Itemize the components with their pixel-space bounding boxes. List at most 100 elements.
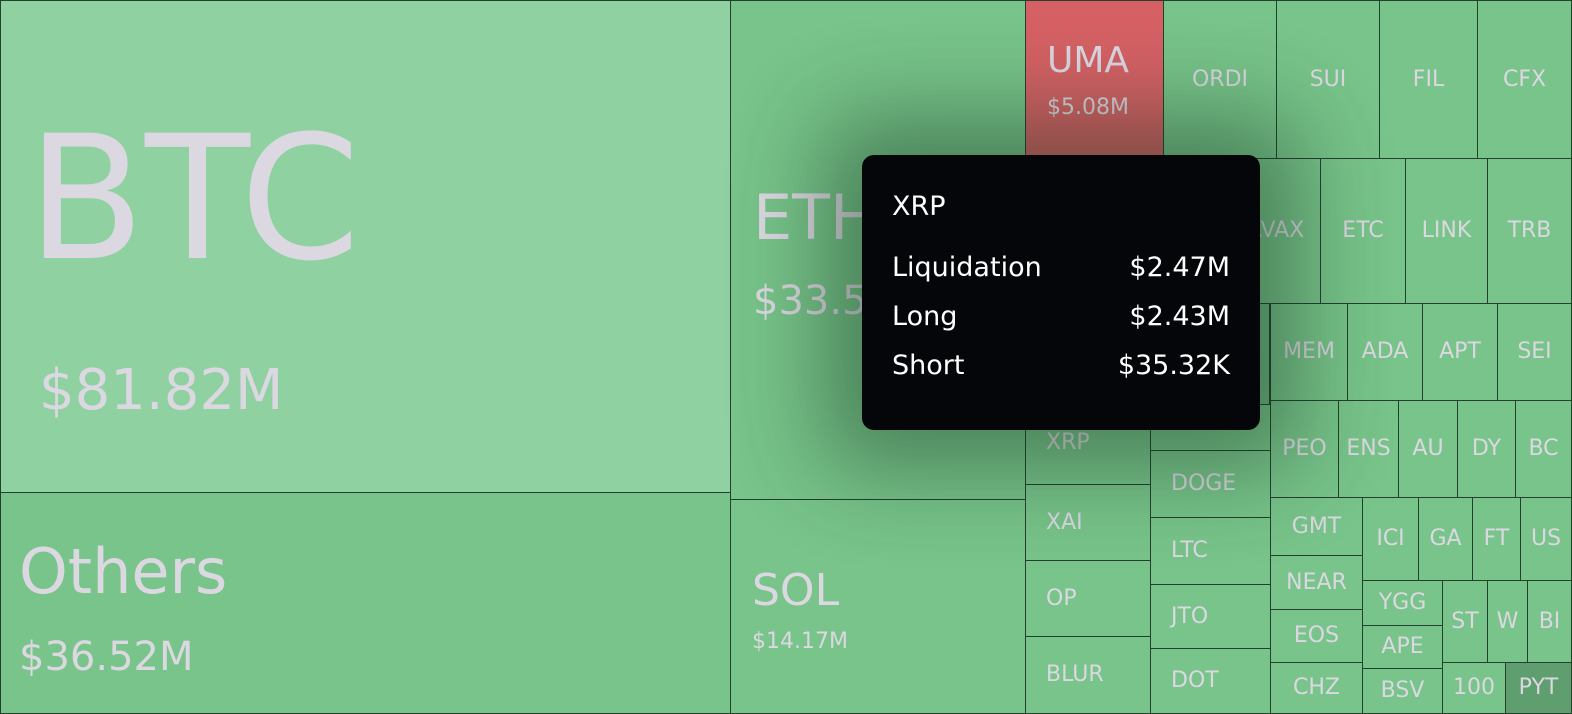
tile-label: LINK <box>1421 218 1472 243</box>
tile[interactable]: DOT <box>1150 648 1271 714</box>
tile[interactable]: BC <box>1515 400 1572 498</box>
tooltip-title: XRP <box>892 191 946 222</box>
tile-label: CFX <box>1502 66 1547 92</box>
tooltip-value: $2.47M <box>1129 252 1230 283</box>
tile-label: SUI <box>1309 66 1347 92</box>
tile-label: BC <box>1528 436 1559 461</box>
tile[interactable]: UMA $5.08M <box>1025 0 1164 156</box>
tile-label: BLUR <box>1046 662 1104 687</box>
tile-label: AU <box>1412 436 1444 461</box>
tile-value: $33.5 <box>753 278 868 324</box>
tile-label: SOL <box>752 565 840 616</box>
tile[interactable]: AU <box>1398 400 1458 498</box>
tooltip-label: Long <box>892 301 958 332</box>
tile-label: ORDI <box>1191 66 1249 92</box>
tile-label: EOS <box>1293 623 1340 648</box>
tile[interactable]: XAI <box>1025 484 1151 561</box>
tile-label: BTC <box>27 98 361 299</box>
tile-label: PEO <box>1282 436 1327 461</box>
tooltip-row: Liquidation $2.47M <box>892 252 1230 301</box>
tile[interactable]: JTO <box>1150 584 1271 649</box>
tile[interactable]: US <box>1520 497 1572 581</box>
tile-label: DY <box>1471 436 1502 461</box>
tile[interactable]: CFX <box>1477 0 1572 159</box>
tile[interactable]: BSV <box>1362 668 1443 714</box>
tile-label: GMT <box>1291 513 1342 539</box>
tile-label: NEAR <box>1286 569 1347 595</box>
tile-label: DOGE <box>1171 471 1237 496</box>
tile-label: BI <box>1538 608 1561 634</box>
tooltip-label: Short <box>892 350 965 381</box>
tile-label: UMA <box>1047 40 1130 81</box>
tile[interactable]: PYT <box>1505 662 1572 714</box>
tile[interactable]: SEI <box>1497 303 1572 401</box>
tile[interactable]: TRB <box>1487 158 1572 304</box>
tile[interactable]: GA <box>1418 497 1473 581</box>
tile[interactable]: ADA <box>1347 303 1423 401</box>
tile[interactable]: OP <box>1025 560 1151 637</box>
tile-label: XAI <box>1046 509 1083 535</box>
tile-label: APT <box>1439 339 1481 364</box>
tile-label: ADA <box>1361 339 1409 364</box>
tooltip-row: Short $35.32K <box>892 350 1230 399</box>
tile-label: PYT <box>1518 675 1559 700</box>
tile[interactable]: Others $36.52M <box>0 492 731 714</box>
tile-label: DOT <box>1171 668 1219 693</box>
tile-label: 100 <box>1453 675 1495 700</box>
tile-label: TRB <box>1507 218 1552 243</box>
tile[interactable]: BI <box>1527 580 1572 663</box>
tile[interactable]: ORDI <box>1163 0 1277 159</box>
tile-label: MEM <box>1283 339 1335 364</box>
tile[interactable]: CHZ <box>1270 662 1363 714</box>
tile[interactable]: LTC <box>1150 517 1271 585</box>
tile-value: $36.52M <box>19 634 194 680</box>
tile[interactable]: ENS <box>1338 400 1399 498</box>
tile-label: GA <box>1429 526 1462 551</box>
tile[interactable]: PEO <box>1270 400 1339 498</box>
tile-value: $81.82M <box>39 358 284 423</box>
tile[interactable]: DY <box>1457 400 1516 498</box>
tile[interactable]: MEM <box>1270 303 1348 401</box>
tile-label: W <box>1496 608 1519 634</box>
tile[interactable]: GMT <box>1270 497 1363 556</box>
tile-label: BSV <box>1380 678 1425 703</box>
tile[interactable]: NEAR <box>1270 555 1363 610</box>
tile[interactable]: DOGE <box>1150 450 1271 518</box>
tooltip: XRP Liquidation $2.47M Long $2.43M Short $35.… <box>862 155 1260 430</box>
tile-label: ST <box>1451 608 1479 634</box>
tile-label: Others <box>19 535 228 608</box>
tooltip-row: Long $2.43M <box>892 301 1230 350</box>
tile-label: APE <box>1381 634 1424 659</box>
tile-label: FT <box>1483 526 1510 551</box>
tile-label: ICI <box>1376 526 1405 551</box>
tile-label: YGG <box>1378 590 1427 615</box>
tile-label: LTC <box>1171 538 1208 563</box>
tile[interactable]: FIL <box>1379 0 1478 159</box>
tile[interactable]: ETC <box>1320 158 1406 304</box>
tile[interactable]: SOL $14.17M <box>730 499 1026 714</box>
tile[interactable]: ST <box>1442 580 1488 663</box>
tile[interactable]: FT <box>1472 497 1521 581</box>
tile-label: OP <box>1046 585 1077 611</box>
tile[interactable]: BTC $81.82M <box>0 0 731 493</box>
tile-label: XRP <box>1046 429 1090 455</box>
tile[interactable]: 100 <box>1442 662 1506 714</box>
tile[interactable]: BLUR <box>1025 636 1151 714</box>
tile-label: FIL <box>1412 66 1445 92</box>
tile[interactable]: LINK <box>1405 158 1488 304</box>
tile-label: SEI <box>1517 339 1552 364</box>
tile[interactable]: W <box>1487 580 1528 663</box>
tile[interactable]: SUI <box>1276 0 1380 159</box>
tile[interactable]: YGG <box>1362 580 1443 626</box>
tooltip-label: Liquidation <box>892 252 1042 283</box>
tile-label: ETH <box>753 181 877 254</box>
tile[interactable]: APT <box>1422 303 1498 401</box>
tile[interactable]: APE <box>1362 625 1443 669</box>
tile-value: $14.17M <box>752 629 848 654</box>
tile-label: ENS <box>1346 436 1391 461</box>
tile[interactable]: ICI <box>1362 497 1419 581</box>
tile[interactable]: EOS <box>1270 609 1363 663</box>
tile-value: $5.08M <box>1047 95 1129 120</box>
tile-label: US <box>1530 526 1562 551</box>
